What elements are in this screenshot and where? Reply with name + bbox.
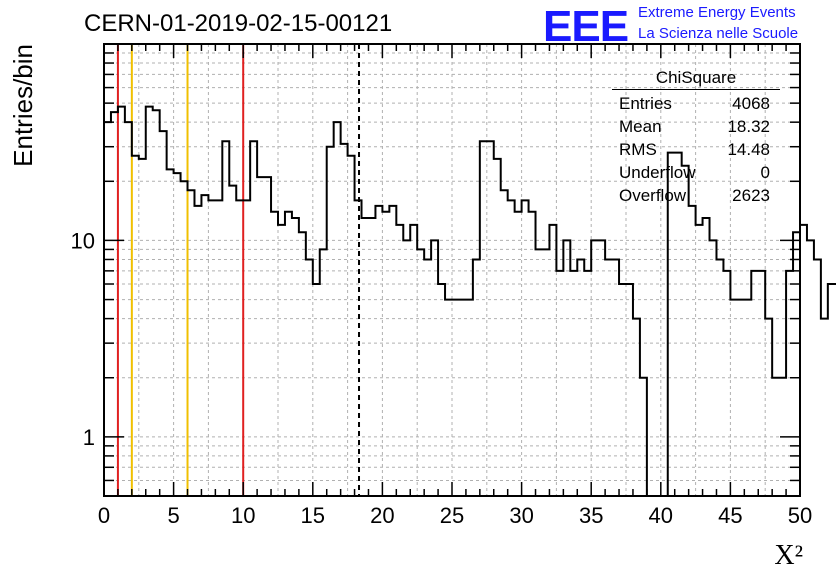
reference-lines	[116, 44, 361, 496]
x-tick-label: 45	[718, 503, 742, 528]
stat-row-rms: RMS 14.48	[612, 138, 780, 161]
x-tick-label: 50	[788, 503, 812, 528]
x-axis-label: X²	[774, 540, 803, 571]
statistics-box: ChiSquare Entries 4068 Mean 18.32 RMS 14.48…	[612, 68, 780, 207]
x-tick-label: 25	[440, 503, 464, 528]
eee-logo: EEE	[543, 2, 629, 51]
stat-row-mean: Mean 18.32	[612, 115, 780, 138]
stat-value: 0	[760, 163, 770, 182]
stat-label: Entries	[619, 94, 672, 113]
x-tick-label: 35	[579, 503, 603, 528]
x-tick-label: 15	[301, 503, 325, 528]
stat-label: Overflow	[619, 186, 687, 205]
x-tick-label: 5	[167, 503, 179, 528]
stat-value: 14.48	[727, 140, 770, 159]
stat-row-entries: Entries 4068	[612, 92, 780, 115]
stat-label: Underflow	[619, 163, 696, 182]
stat-value: 4068	[732, 94, 770, 113]
axis-ticks	[103, 44, 801, 496]
stat-value: 2623	[732, 186, 770, 205]
stat-label: Mean	[619, 117, 662, 136]
stat-row-overflow: Overflow 2623	[612, 184, 780, 207]
x-tick-label: 10	[231, 503, 255, 528]
grid-lines	[104, 44, 800, 496]
x-tick-label: 40	[649, 503, 673, 528]
stats-title: ChiSquare	[612, 68, 780, 90]
x-tick-label: 20	[370, 503, 394, 528]
logo-line-1: Extreme Energy Events	[638, 4, 796, 21]
y-tick-label: 10	[71, 228, 95, 253]
stat-row-underflow: Underflow 0	[612, 161, 780, 184]
logo-line-2: La Scienza nelle Scuole	[638, 25, 799, 42]
stat-label: RMS	[619, 140, 657, 159]
axis-labels: 0 5 10 15 20 25 30 35 40 45 50 1 10 X² Entries/bin	[8, 44, 812, 571]
chart-title: CERN-01-2019-02-15-00121	[84, 10, 393, 37]
y-axis-label: Entries/bin	[8, 44, 38, 167]
histogram-step-line	[104, 105, 836, 497]
x-tick-label: 30	[509, 503, 533, 528]
y-tick-label: 1	[83, 425, 95, 450]
x-tick-label: 0	[98, 503, 110, 528]
stat-value: 18.32	[727, 117, 770, 136]
